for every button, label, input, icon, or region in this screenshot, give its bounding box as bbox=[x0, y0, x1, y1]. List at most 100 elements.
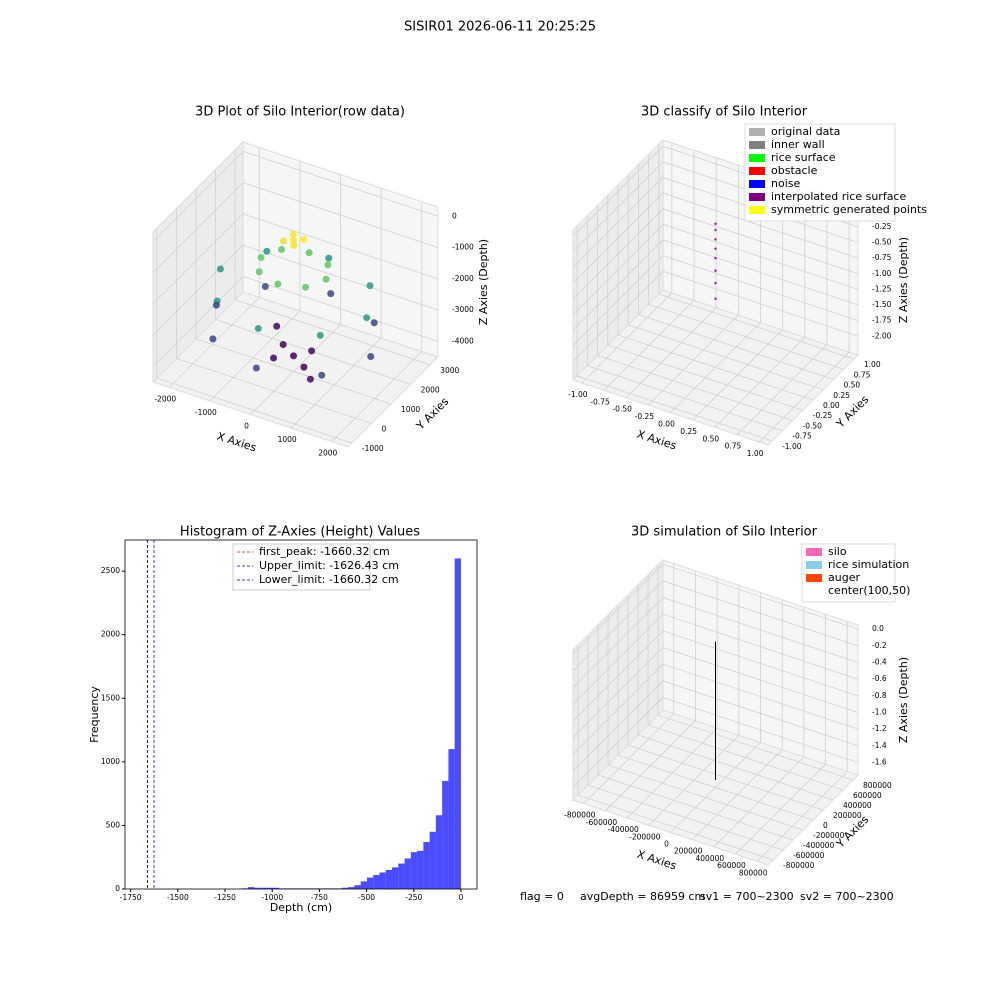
chart-title: 3D Plot of Silo Interior(row data) bbox=[195, 105, 405, 120]
legend-swatch bbox=[806, 561, 822, 569]
y-tick-label: 800000 bbox=[863, 781, 892, 790]
x-tick-label: 1.00 bbox=[747, 449, 764, 458]
grid-line bbox=[637, 585, 834, 801]
point bbox=[322, 275, 330, 283]
grid-line bbox=[576, 225, 773, 442]
z-tick-label: -2.00 bbox=[872, 331, 892, 340]
point bbox=[278, 245, 286, 253]
point bbox=[290, 241, 298, 249]
grid-line bbox=[657, 565, 854, 781]
bar bbox=[272, 887, 280, 889]
z-tick-label: -1.75 bbox=[872, 316, 892, 325]
footer-text: sv1 = 700~2300 bbox=[700, 890, 794, 903]
x-tick-label: 0 bbox=[664, 840, 669, 849]
grid-line bbox=[586, 215, 783, 432]
x-tick-label: -0.75 bbox=[590, 397, 610, 406]
legend-swatch bbox=[749, 141, 765, 149]
point bbox=[257, 253, 265, 261]
grid-line bbox=[670, 592, 761, 833]
point bbox=[316, 331, 324, 339]
point bbox=[306, 375, 314, 383]
grid-line bbox=[152, 182, 439, 273]
grid-line bbox=[234, 149, 431, 366]
legend-swatch bbox=[806, 574, 822, 582]
x-tick-label: 0.50 bbox=[702, 434, 719, 443]
y-tick-label: 1000 bbox=[101, 757, 120, 766]
grid-line bbox=[736, 194, 828, 435]
grid-line bbox=[597, 205, 793, 421]
grid-line bbox=[290, 188, 382, 429]
x-tick-label: 600000 bbox=[717, 861, 746, 870]
x-tick-label: -1000 bbox=[261, 893, 283, 902]
point bbox=[714, 297, 717, 300]
point bbox=[714, 247, 717, 250]
grid-line bbox=[572, 663, 859, 755]
z-tick-label: 0 bbox=[452, 211, 457, 220]
grid-line bbox=[152, 213, 439, 305]
bar bbox=[247, 887, 255, 889]
z-tick-label: -1.2 bbox=[872, 724, 887, 733]
z-tick-label: -0.2 bbox=[872, 641, 887, 650]
grid-line bbox=[648, 585, 740, 826]
z-tick-label: -4000 bbox=[452, 336, 474, 345]
z-tick-label: -0.8 bbox=[872, 691, 887, 700]
grid-line bbox=[605, 570, 696, 812]
grid-line bbox=[209, 160, 301, 402]
bar bbox=[410, 852, 418, 889]
point bbox=[270, 354, 278, 362]
grid-line bbox=[572, 255, 859, 346]
x-tick-label: 800000 bbox=[739, 868, 768, 877]
grid-line bbox=[607, 615, 804, 831]
x-tick-label: -500 bbox=[358, 893, 375, 902]
legend-swatch bbox=[749, 154, 765, 162]
y-tick-label: -600000 bbox=[793, 851, 825, 860]
legend-swatch bbox=[749, 206, 765, 214]
legend-label: obstacle bbox=[771, 164, 818, 177]
bar bbox=[341, 887, 349, 889]
point bbox=[216, 265, 224, 273]
point bbox=[279, 341, 287, 349]
legend-label: auger bbox=[828, 571, 860, 584]
y-tick-label: 0.25 bbox=[833, 391, 850, 400]
y-axis-label: Frequency bbox=[88, 686, 101, 743]
bar bbox=[435, 815, 443, 889]
bar bbox=[454, 558, 461, 889]
grid-line bbox=[638, 164, 834, 380]
grid-line bbox=[331, 201, 423, 442]
x-tick-label: -750 bbox=[311, 893, 328, 902]
point bbox=[209, 335, 217, 343]
grid-line bbox=[215, 169, 411, 385]
point bbox=[305, 249, 313, 257]
x-tick-label: -250 bbox=[405, 893, 422, 902]
grid-line bbox=[156, 228, 353, 444]
x-tick-label: -0.25 bbox=[635, 412, 655, 421]
point bbox=[300, 363, 308, 371]
z-axis-label: Z Axies (Depth) bbox=[897, 237, 910, 323]
legend-label: first_peak: -1660.32 cm bbox=[259, 545, 390, 558]
point bbox=[302, 283, 310, 291]
y-tick-label: 500 bbox=[106, 820, 121, 829]
grid-line bbox=[627, 174, 824, 391]
grid-line bbox=[735, 614, 826, 855]
x-tick-label: 0 bbox=[244, 422, 249, 431]
point bbox=[366, 282, 374, 290]
z-tick-label: -0.6 bbox=[872, 674, 887, 683]
grid-line bbox=[572, 697, 859, 788]
grid-line bbox=[152, 244, 439, 336]
x-axis-label: Depth (cm) bbox=[270, 901, 332, 914]
z-tick-label: -0.50 bbox=[872, 238, 892, 247]
y-tick-label: -1000 bbox=[362, 444, 384, 453]
point bbox=[279, 237, 287, 245]
x-tick-label: -1500 bbox=[167, 893, 189, 902]
grid-line bbox=[572, 192, 859, 284]
z-tick-label: -1.6 bbox=[872, 758, 887, 767]
legend-label: center(100,50) bbox=[828, 584, 910, 597]
y-tick-label: -400000 bbox=[803, 841, 835, 850]
bar bbox=[260, 887, 267, 889]
point bbox=[714, 222, 717, 225]
grid-line bbox=[692, 179, 784, 421]
y-tick-label: 1.00 bbox=[864, 360, 881, 369]
bar bbox=[429, 831, 436, 889]
point bbox=[274, 280, 282, 288]
legend-label: noise bbox=[771, 177, 800, 190]
